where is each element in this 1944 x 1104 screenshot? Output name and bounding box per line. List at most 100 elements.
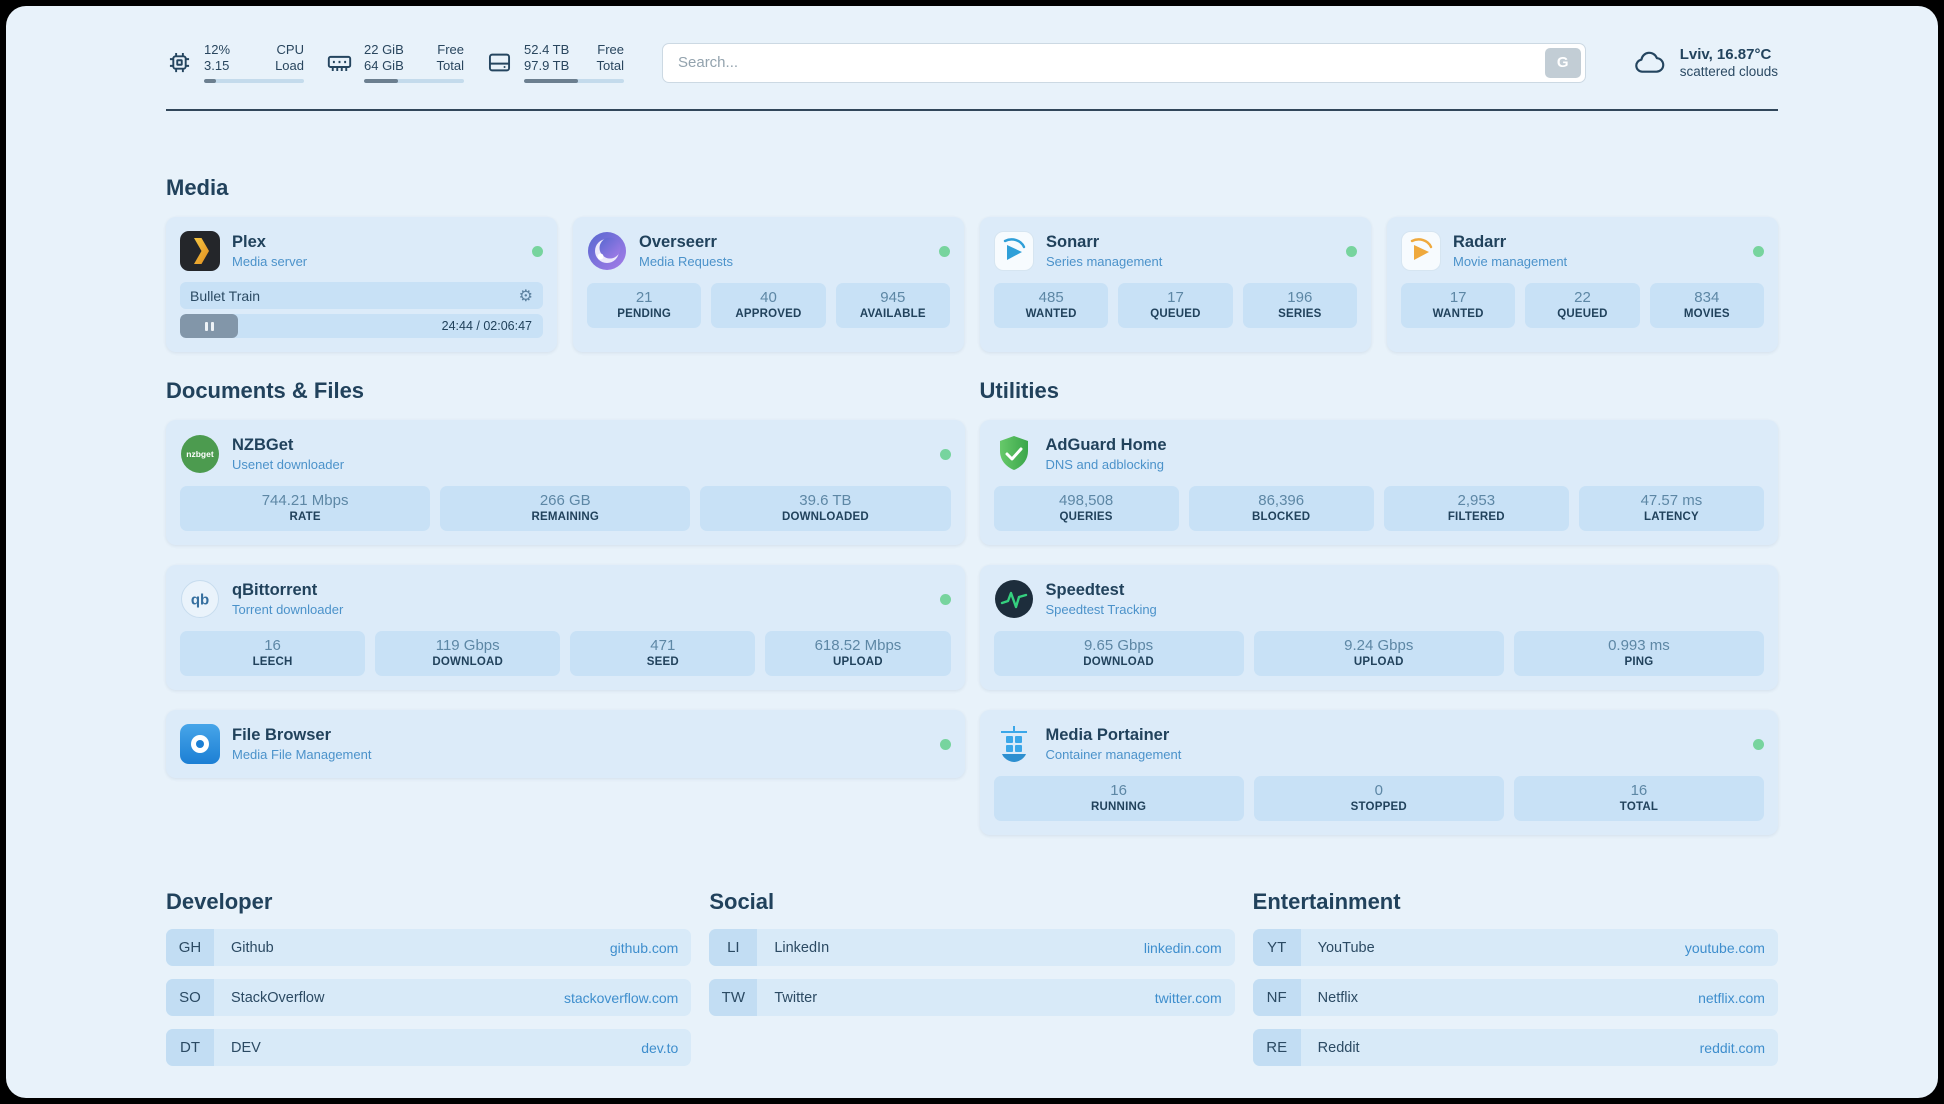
ram-total-value: 64 GiB xyxy=(364,58,404,73)
stat-movies: 834 MOVIES xyxy=(1649,283,1764,328)
radarr-icon xyxy=(1401,231,1441,271)
adguard-icon xyxy=(999,436,1028,470)
stat-leech: 16 LEECH xyxy=(180,631,366,676)
bookmark-name: YouTube xyxy=(1317,939,1375,956)
svg-text:qb: qb xyxy=(191,592,209,609)
bookmark-name: Twitter xyxy=(774,989,818,1006)
app-card-speedtest[interactable]: Speedtest Speedtest Tracking 9.65 Gbps D… xyxy=(979,565,1778,690)
app-card-plex[interactable]: Plex Media server Bullet Train ⚙ 24:44 xyxy=(166,217,557,352)
app-description: Container management xyxy=(1045,747,1182,762)
bookmark-abbr: TW xyxy=(709,979,758,1016)
ram-free-value: 22 GiB xyxy=(364,42,404,57)
ram-icon xyxy=(327,55,352,71)
playback-progress-bar: 24:44 / 02:06:47 xyxy=(180,314,543,338)
bookmark-github[interactable]: GH Github github.com xyxy=(166,929,692,966)
app-name: Sonarr xyxy=(1046,233,1100,251)
stat-download: 119 Gbps DOWNLOAD xyxy=(375,631,561,676)
app-card-overseerr[interactable]: Overseerr Media Requests 21 PENDING 40 A… xyxy=(573,217,964,352)
stat-upload: 9.24 Gbps UPLOAD xyxy=(1253,631,1504,676)
app-description: Series management xyxy=(1046,254,1163,269)
app-description: Speedtest Tracking xyxy=(1045,602,1157,617)
gear-icon[interactable]: ⚙ xyxy=(518,287,533,305)
overseerr-icon xyxy=(588,232,626,270)
utilities-section: Utilities AdGuard Home xyxy=(979,378,1778,835)
social-section: Social LI LinkedIn linkedin.com TW Twitt… xyxy=(709,889,1235,1016)
media-section: Media Plex Media server xyxy=(166,175,1778,352)
bookmark-url: twitter.com xyxy=(1154,989,1222,1006)
bookmark-url: reddit.com xyxy=(1699,1039,1765,1056)
stat-queued: 17 QUEUED xyxy=(1118,283,1233,328)
status-dot xyxy=(1753,245,1764,257)
bookmark-name: DEV xyxy=(231,1039,261,1056)
app-name: qBittorrent xyxy=(232,581,318,599)
cpu-progress-bar xyxy=(204,79,304,83)
stat-upload: 618.52 Mbps UPLOAD xyxy=(765,631,951,676)
bookmark-netflix[interactable]: NF Netflix netflix.com xyxy=(1252,979,1778,1016)
stat-approved: 40 APPROVED xyxy=(711,283,826,328)
nzbget-icon: nzbget xyxy=(181,435,219,473)
bookmark-url: stackoverflow.com xyxy=(563,989,679,1006)
disk-progress-fill xyxy=(524,79,578,83)
topbar: 12% 3.15 CPU Load xyxy=(166,42,1778,83)
search-engine-button[interactable]: G xyxy=(1544,47,1581,78)
stat-blocked: 86,396 BLOCKED xyxy=(1188,486,1374,531)
bookmark-abbr: GH xyxy=(166,929,214,966)
weather-condition: scattered clouds xyxy=(1679,64,1778,79)
dashboard: 12% 3.15 CPU Load xyxy=(6,6,1938,1098)
search-input[interactable] xyxy=(662,42,1586,83)
playback-time: 24:44 / 02:06:47 xyxy=(441,319,532,333)
bookmark-name: Reddit xyxy=(1317,1039,1360,1056)
cpu-widget-body: 12% 3.15 CPU Load xyxy=(204,42,304,83)
bookmark-dev[interactable]: DT DEV dev.to xyxy=(166,1029,692,1066)
bookmark-name: StackOverflow xyxy=(231,989,325,1006)
app-description: DNS and adblocking xyxy=(1045,457,1165,472)
bookmark-abbr: SO xyxy=(166,979,214,1016)
app-name: Media Portainer xyxy=(1045,726,1170,744)
system-widgets: 12% 3.15 CPU Load xyxy=(166,42,624,83)
utilities-section-title: Utilities xyxy=(979,378,1059,403)
entertainment-section: Entertainment YT YouTube youtube.com NF … xyxy=(1252,889,1778,1066)
cpu-progress-fill xyxy=(204,79,216,83)
cpu-usage-value: 12% xyxy=(204,42,231,57)
documents-section: Documents & Files nzbget NZBGet Usenet d… xyxy=(166,378,965,835)
filebrowser-icon xyxy=(180,724,220,764)
bookmark-linkedin[interactable]: LI LinkedIn linkedin.com xyxy=(709,929,1235,966)
bookmark-url: linkedin.com xyxy=(1143,939,1222,956)
stat-remaining: 266 GB REMAINING xyxy=(440,486,691,531)
bookmark-reddit[interactable]: RE Reddit reddit.com xyxy=(1252,1029,1778,1066)
disk-progress-bar xyxy=(524,79,624,83)
bookmark-abbr: RE xyxy=(1252,1029,1301,1066)
app-card-nzbget[interactable]: nzbget NZBGet Usenet downloader 744.21 M… xyxy=(166,420,965,545)
entertainment-section-title: Entertainment xyxy=(1252,889,1401,914)
stat-queries: 498,508 QUERIES xyxy=(993,486,1179,531)
bookmark-name: Github xyxy=(231,939,274,956)
app-card-portainer[interactable]: Media Portainer Container management 16 … xyxy=(979,710,1778,835)
playback-progress-fill xyxy=(180,314,239,338)
app-card-qbittorrent[interactable]: qb qBittorrent Torrent downloader 16 xyxy=(166,565,965,690)
ram-widget: 22 GiB 64 GiB Free Total xyxy=(326,42,464,83)
bookmark-abbr: LI xyxy=(709,929,758,966)
status-dot xyxy=(939,448,951,460)
status-dot xyxy=(1753,738,1764,750)
portainer-icon xyxy=(1000,726,1027,762)
speedtest-icon xyxy=(994,580,1033,618)
app-name: Radarr xyxy=(1453,233,1507,251)
app-card-sonarr[interactable]: Sonarr Series management 485 WANTED 17 Q… xyxy=(980,217,1371,352)
stat-running: 16 RUNNING xyxy=(993,776,1244,821)
disk-widget-body: 52.4 TB 97.9 TB Free Total xyxy=(524,42,624,83)
bookmark-twitter[interactable]: TW Twitter twitter.com xyxy=(709,979,1235,1016)
developer-section: Developer GH Github github.com SO StackO… xyxy=(166,889,692,1066)
bookmark-url: netflix.com xyxy=(1698,989,1765,1006)
bookmark-stackoverflow[interactable]: SO StackOverflow stackoverflow.com xyxy=(166,979,692,1016)
qbittorrent-icon: qb xyxy=(181,580,219,618)
stat-pending: 21 PENDING xyxy=(587,283,702,328)
disk-free-value: 52.4 TB xyxy=(524,42,570,57)
app-card-adguard[interactable]: AdGuard Home DNS and adblocking 498,508 … xyxy=(979,420,1778,545)
app-card-filebrowser[interactable]: File Browser Media File Management xyxy=(166,710,965,778)
cpu-icon xyxy=(169,52,190,73)
bookmark-youtube[interactable]: YT YouTube youtube.com xyxy=(1252,929,1778,966)
stat-download: 9.65 Gbps DOWNLOAD xyxy=(993,631,1244,676)
weather-widget: Lviv, 16.87°C scattered clouds xyxy=(1628,46,1778,79)
ram-total-label: Total xyxy=(436,58,464,73)
app-card-radarr[interactable]: Radarr Movie management 17 WANTED 22 QUE… xyxy=(1387,217,1778,352)
